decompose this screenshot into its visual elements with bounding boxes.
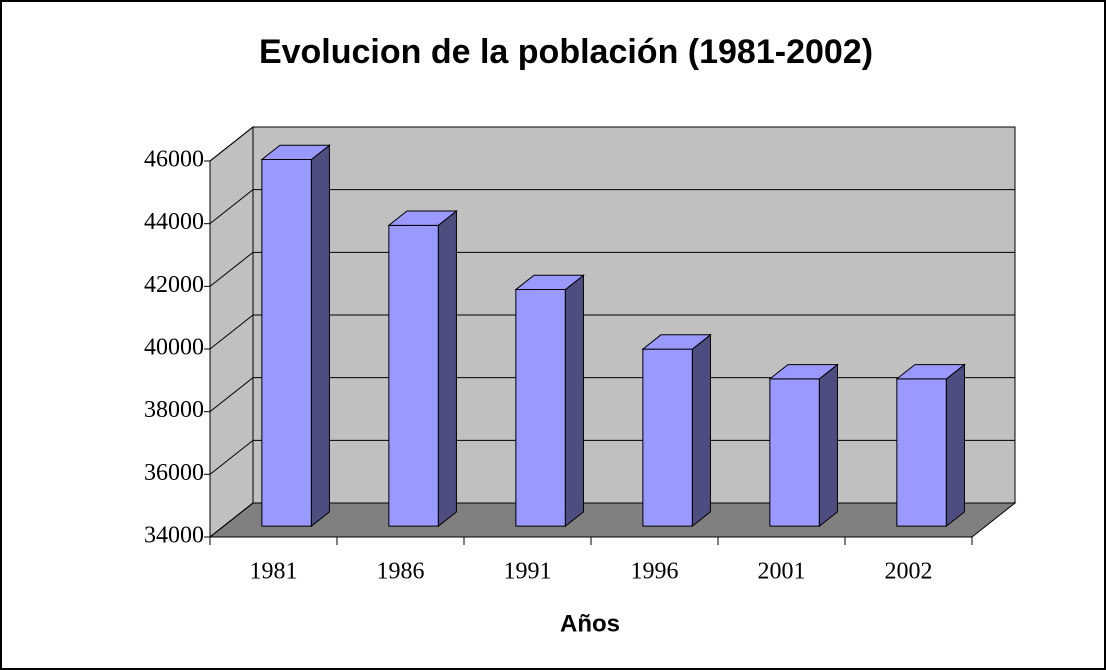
bar bbox=[895, 363, 966, 528]
grid-line bbox=[209, 189, 1015, 225]
y-tick-label: 46000 bbox=[144, 147, 204, 173]
bar-side bbox=[564, 274, 584, 528]
x-tick-label: 1991 bbox=[504, 559, 552, 585]
grid-line bbox=[209, 126, 1015, 162]
bar-side bbox=[310, 144, 330, 528]
y-tick-label: 42000 bbox=[144, 272, 204, 298]
grid-line bbox=[209, 439, 1015, 475]
grid-line bbox=[209, 314, 1015, 350]
bar bbox=[387, 210, 458, 528]
x-axis-label: Años bbox=[560, 610, 620, 637]
bar bbox=[514, 274, 585, 528]
grid-line bbox=[209, 502, 1015, 538]
grid-line bbox=[209, 251, 1015, 287]
grid-line bbox=[209, 377, 1015, 413]
x-tick-label: 1986 bbox=[377, 559, 425, 585]
x-tick-label: 2002 bbox=[885, 559, 933, 585]
bar-side bbox=[437, 210, 457, 528]
x-tick-label: 2001 bbox=[758, 559, 806, 585]
bar-top bbox=[514, 274, 585, 291]
y-tick-label: 34000 bbox=[144, 523, 204, 549]
bar bbox=[768, 363, 839, 528]
bar-front bbox=[769, 378, 820, 527]
bar-side bbox=[691, 333, 711, 528]
bar-top bbox=[260, 144, 331, 161]
y-tick-label: 44000 bbox=[144, 209, 204, 235]
bar-front bbox=[515, 289, 566, 527]
bar bbox=[260, 144, 331, 528]
chart-title: Evolucion de la población (1981-2002) bbox=[259, 33, 873, 71]
bar-front bbox=[388, 224, 439, 527]
bar-front bbox=[642, 348, 693, 527]
x-tick-label: 1996 bbox=[631, 559, 679, 585]
bar-side bbox=[818, 363, 838, 528]
bar bbox=[641, 333, 712, 528]
y-tick-label: 40000 bbox=[144, 335, 204, 361]
bar-top bbox=[641, 334, 712, 350]
bar-top bbox=[768, 364, 839, 380]
y-tick-label: 38000 bbox=[144, 397, 204, 423]
bar-front bbox=[261, 159, 312, 527]
bar-top bbox=[895, 364, 966, 380]
x-tick-label: 1981 bbox=[250, 559, 298, 585]
bar-side bbox=[945, 363, 965, 528]
floor bbox=[208, 502, 1017, 538]
y-tick-label: 36000 bbox=[144, 460, 204, 486]
bar-top bbox=[387, 210, 458, 226]
bar-front bbox=[896, 378, 947, 527]
